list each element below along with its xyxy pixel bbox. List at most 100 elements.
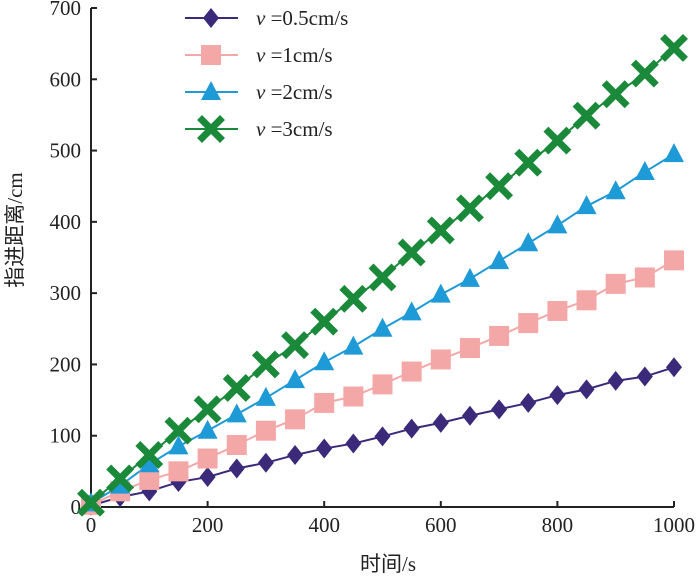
data-point-x xyxy=(251,350,280,379)
legend-label: ν =0.5cm/s xyxy=(256,6,348,30)
data-point-x xyxy=(164,416,193,445)
x-tick-label: 0 xyxy=(86,513,97,537)
data-point-x xyxy=(572,101,601,130)
legend-marker-square xyxy=(201,45,221,65)
y-tick-label: 200 xyxy=(50,352,82,376)
data-point-triangle xyxy=(489,250,510,270)
data-point-diamond xyxy=(549,385,566,406)
x-tick-label: 1000 xyxy=(653,513,695,537)
data-point-diamond xyxy=(578,379,595,400)
data-point-square xyxy=(634,267,655,288)
data-point-square xyxy=(197,448,218,469)
data-point-diamond xyxy=(461,405,478,426)
data-point-triangle xyxy=(343,335,364,355)
x-tick-label: 600 xyxy=(425,513,457,537)
data-point-triangle xyxy=(634,160,655,180)
y-tick-label: 600 xyxy=(50,67,82,91)
data-point-x xyxy=(222,374,251,402)
data-point-triangle xyxy=(518,232,539,252)
data-point-diamond xyxy=(491,399,508,420)
data-point-triangle xyxy=(314,351,335,371)
data-point-x xyxy=(310,307,339,336)
data-point-square xyxy=(343,386,364,407)
data-point-square xyxy=(401,361,422,382)
data-point-triangle xyxy=(110,474,131,494)
data-point-diamond xyxy=(374,426,391,447)
legend-marker-triangle xyxy=(201,81,221,100)
y-tick-label: 700 xyxy=(50,0,82,20)
data-point-x xyxy=(368,263,397,292)
data-point-square xyxy=(255,420,276,441)
x-tick-label: 400 xyxy=(308,513,340,537)
data-point-triangle xyxy=(168,435,189,455)
data-point-square xyxy=(168,461,189,482)
axes xyxy=(90,8,674,508)
data-point-x xyxy=(660,33,688,62)
x-ticks: 0 200 400 600 800 1000 xyxy=(86,501,695,537)
data-point-x xyxy=(456,194,484,223)
legend: ν =0.5cm/s ν =1cm/s ν =2cm/s ν =3cm/s xyxy=(185,6,348,143)
y-tick-label: 300 xyxy=(50,281,82,305)
legend-marker-x xyxy=(197,115,225,143)
data-point-triangle xyxy=(576,195,597,215)
data-point-triangle xyxy=(401,301,422,321)
data-point-square xyxy=(576,290,597,311)
data-point-x xyxy=(135,441,164,469)
y-tick-label: 400 xyxy=(50,210,82,234)
data-point-diamond xyxy=(316,438,333,459)
data-point-x xyxy=(543,126,572,155)
data-point-square xyxy=(226,434,247,455)
data-point-square xyxy=(547,300,568,321)
data-point-square xyxy=(430,349,451,370)
data-point-diamond xyxy=(287,444,304,465)
data-point-square xyxy=(664,250,684,271)
data-point-x xyxy=(426,216,455,245)
data-point-square xyxy=(285,409,306,430)
data-point-triangle xyxy=(664,143,684,163)
data-point-square xyxy=(372,374,393,395)
data-point-triangle xyxy=(226,403,247,423)
data-point-square xyxy=(139,469,160,490)
data-point-triangle xyxy=(139,453,160,473)
legend-entry: ν =1cm/s xyxy=(185,43,333,67)
data-point-triangle xyxy=(430,283,451,303)
legend-entry: ν =0.5cm/s xyxy=(185,6,348,30)
data-point-diamond xyxy=(403,418,420,439)
legend-label: ν =1cm/s xyxy=(256,43,333,67)
legend-label: ν =2cm/s xyxy=(256,80,333,104)
data-point-diamond xyxy=(345,433,362,454)
legend-marker-diamond xyxy=(203,8,219,28)
series-markers xyxy=(77,33,688,517)
data-point-triangle xyxy=(372,317,393,337)
data-point-triangle xyxy=(255,386,276,406)
legend-label: ν =3cm/s xyxy=(256,117,333,141)
data-point-diamond xyxy=(636,366,653,387)
data-point-x xyxy=(397,238,426,267)
data-point-diamond xyxy=(520,392,537,413)
data-point-square xyxy=(459,338,480,359)
y-ticks: 0 100 200 300 400 500 600 700 xyxy=(50,0,97,519)
data-point-diamond xyxy=(199,467,216,488)
data-point-triangle xyxy=(547,214,568,234)
y-tick-label: 500 xyxy=(50,139,82,163)
x-tick-label: 200 xyxy=(192,513,224,537)
data-point-triangle xyxy=(459,267,480,287)
y-axis-label: 指进距离/cm xyxy=(3,172,27,288)
data-point-x xyxy=(193,395,222,424)
data-point-square xyxy=(314,392,335,413)
y-tick-label: 100 xyxy=(50,424,82,448)
legend-entry: ν =3cm/s xyxy=(185,115,333,143)
data-point-x xyxy=(339,284,368,313)
data-point-square xyxy=(605,273,626,294)
data-point-triangle xyxy=(285,369,306,389)
data-point-diamond xyxy=(432,412,449,433)
data-point-x xyxy=(106,464,135,493)
legend-entry: ν =2cm/s xyxy=(185,80,333,104)
data-point-diamond xyxy=(257,452,274,473)
data-point-x xyxy=(601,80,630,109)
data-point-x xyxy=(77,488,105,517)
data-point-x xyxy=(514,148,543,177)
data-point-x xyxy=(485,172,514,201)
x-axis-label: 时间/s xyxy=(360,552,416,576)
